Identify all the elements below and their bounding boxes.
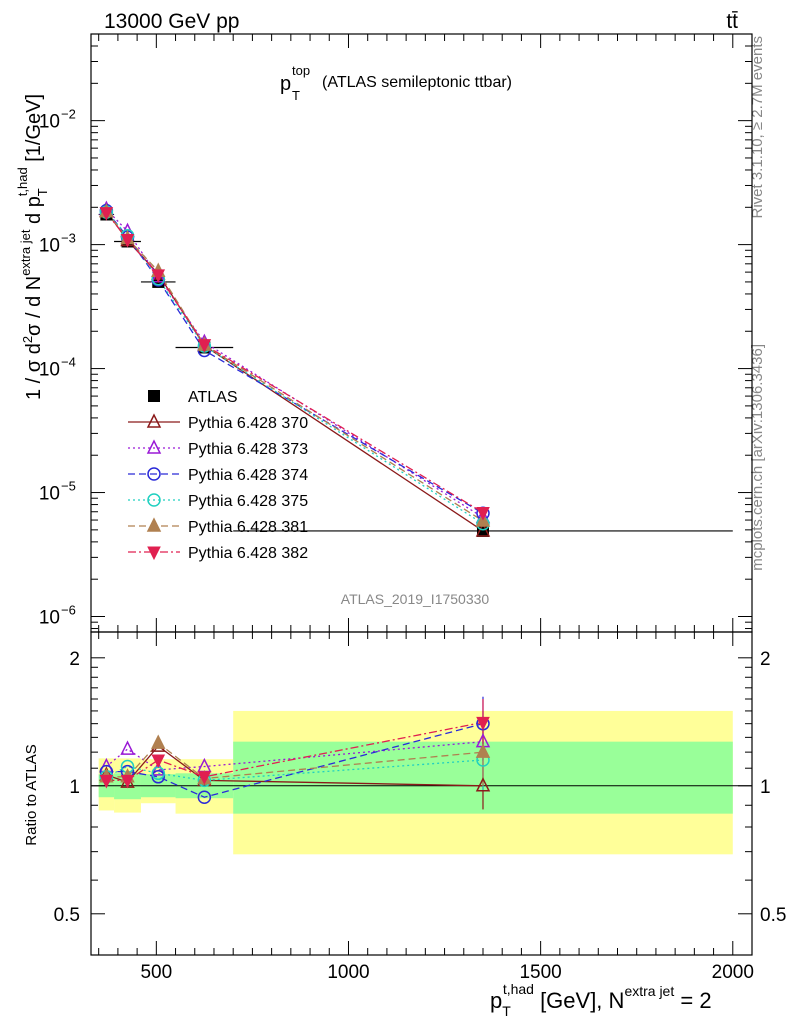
legend-label-pythia-6-428-370: Pythia 6.428 370 [188, 415, 308, 432]
ratio-point-pythia-6-428-381-2 [151, 734, 166, 749]
plot-title: p T top (ATLAS semileptonic ttbar) [280, 63, 512, 103]
legend-marker-pythia-6-428-370 [146, 413, 162, 428]
ratio-y-tick-label-1: 1 [69, 777, 80, 798]
ratio-point-pythia-6-428-382-3 [197, 771, 212, 785]
axis-ticks [91, 33, 753, 956]
ratio-point-pythia-6-428-374-3 [197, 790, 212, 804]
ratio-uncertainty-bands [98, 710, 733, 855]
legend-marker-pythia-6-428-374 [147, 467, 161, 481]
legend: ATLAS Pythia 6.428 370 Pythia 6.428 373 Pyt… [128, 389, 308, 562]
legend-label-atlas: ATLAS [188, 389, 238, 406]
ratio-line-pythia-6-428-374 [106, 723, 484, 798]
ratio-y-tick-label-right-1: 1 [760, 777, 771, 798]
main-y-tick-exp-0: −2 [61, 107, 76, 122]
ratio-point-pythia-6-428-382-4 [476, 716, 490, 731]
main-plot-frame [90, 33, 753, 633]
svg-text:pTt,had [GeV], Nextra jet = 2: pTt,had [GeV], Nextra jet = 2 [490, 981, 712, 1019]
ratio-point-pythia-6-428-373-1 [120, 740, 135, 755]
mcplots-label: mcplots.cern.ch [arXiv:1306.3436] [749, 344, 766, 571]
legend-marker-pythia-6-428-382 [147, 546, 161, 561]
collision-label: 13000 GeV pp [104, 10, 239, 33]
main-y-tick-label-1: 10 [39, 236, 60, 257]
main-y-tick-exp-3: −5 [61, 479, 76, 494]
legend-marker-pythia-6-428-373 [146, 439, 162, 454]
ratio-series-markers [99, 716, 491, 804]
main-y-tick-exp-1: −3 [61, 231, 76, 246]
analysis-id: ATLAS_2019_I1750330 [341, 591, 490, 607]
ratio-point-pythia-6-428-374-2 [151, 770, 166, 784]
main-line-pythia-6-428-375 [105, 211, 484, 525]
ratio-y-tick-label-right-0: 2 [760, 649, 771, 670]
legend-label-pythia-6-428-375: Pythia 6.428 375 [188, 493, 308, 510]
main-y-tick-label-2: 10 [39, 360, 60, 381]
main-point-atlas-4 [476, 524, 489, 537]
main-point-pythia-6-428-382-0 [99, 207, 114, 221]
legend-marker-pythia-6-428-375 [147, 493, 161, 507]
ratio-plot-frame [90, 631, 753, 956]
main-y-tick-label-3: 10 [39, 484, 60, 505]
rivet-label: Rivet 3.1.10, ≥ 2.7M events [749, 36, 766, 219]
legend-label-pythia-6-428-381: Pythia 6.428 381 [188, 519, 308, 536]
main-y-tick-label-4: 10 [39, 608, 60, 629]
legend-label-pythia-6-428-374: Pythia 6.428 374 [188, 467, 308, 484]
x-tick-label-500: 500 [140, 962, 172, 983]
legend-marker-pythia-6-428-381 [146, 517, 162, 532]
x-tick-label-1000: 1000 [327, 962, 369, 983]
plot-title-rest: (ATLAS semileptonic ttbar) [322, 74, 512, 91]
x-tick-label-2000: 2000 [712, 962, 754, 983]
main-point-pythia-6-428-370-4 [475, 522, 491, 537]
ratio-point-pythia-6-428-382-1 [120, 774, 135, 789]
plot-title-main: p [280, 73, 291, 95]
ratio-point-pythia-6-428-382-0 [99, 774, 114, 789]
main-y-tick-label-0: 10 [39, 112, 60, 133]
ratio-y-axis-label: Ratio to ATLAS [23, 744, 40, 845]
x-axis-label: pTt,had [GeV], Nextra jet = 2 [490, 981, 712, 1019]
plot-title-sub: T [292, 88, 300, 103]
plot-title-sup: top [292, 63, 310, 78]
main-point-pythia-6-428-382-1 [120, 233, 135, 248]
ratio-y-tick-label-right-2: 0.5 [760, 905, 786, 926]
ratio-point-pythia-6-428-382-2 [151, 754, 166, 769]
legend-label-pythia-6-428-373: Pythia 6.428 373 [188, 441, 308, 458]
main-y-tick-exp-4: −6 [61, 603, 76, 618]
process-label: tt̄ [726, 10, 738, 33]
ratio-y-tick-label-2: 0.5 [54, 905, 80, 926]
main-point-pythia-6-428-382-2 [151, 269, 166, 283]
main-series-markers [99, 200, 491, 537]
main-point-pythia-6-428-382-4 [476, 507, 490, 521]
legend-label-pythia-6-428-382: Pythia 6.428 382 [188, 545, 308, 562]
x-tick-label-1500: 1500 [519, 962, 561, 983]
main-point-pythia-6-428-382-3 [197, 339, 212, 353]
main-y-tick-exp-2: −4 [61, 355, 76, 370]
ratio-point-pythia-6-428-370-4 [475, 777, 491, 792]
ratio-point-pythia-6-428-381-4 [475, 743, 491, 758]
ratio-line-pythia-6-428-375 [106, 759, 484, 781]
legend-marker-atlas [148, 390, 160, 402]
ratio-y-tick-label-0: 2 [69, 649, 80, 670]
